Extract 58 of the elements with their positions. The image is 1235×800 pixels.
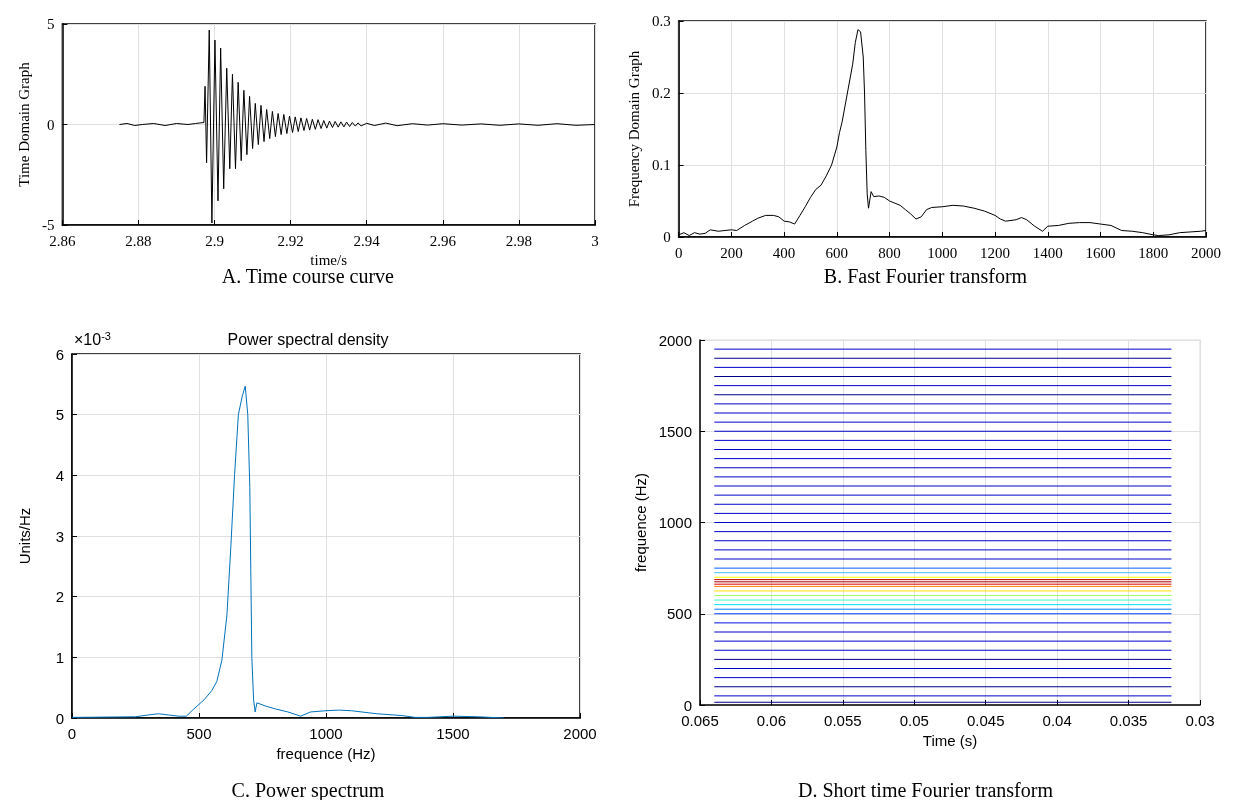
- y-tick-label: 6: [55, 345, 64, 363]
- x-tick-label: 0.03: [1185, 712, 1215, 729]
- x-tick-label: 2.96: [429, 232, 457, 249]
- y-tick-label: 500: [666, 605, 692, 623]
- x-tick-label: 2.98: [505, 232, 533, 249]
- line-series: [71, 385, 505, 719]
- y-axis-title: Time Domain Graph: [15, 61, 32, 187]
- x-tick-label: 2000: [563, 725, 597, 742]
- x-tick-label: 800: [878, 244, 901, 261]
- y-tick-label: 1: [55, 648, 64, 666]
- x-axis-title: Time (s): [922, 731, 978, 749]
- y-tick-label: 2: [55, 588, 64, 606]
- x-tick-label: 0.06: [756, 712, 787, 729]
- y-tick-label: 0: [46, 116, 55, 133]
- y-tick-label: 0.2: [651, 85, 671, 101]
- x-axis-title: frequence (Hz): [276, 744, 376, 762]
- y-tick-label: 0.1: [651, 157, 671, 173]
- text: D. Short time Fourier transform: [798, 779, 1054, 800]
- x-tick-label: 1500: [436, 725, 470, 742]
- x-tick-label: 0.055: [824, 712, 862, 729]
- x-tick-label: 0.04: [1042, 712, 1072, 729]
- y-axis-title: frequence (Hz): [631, 472, 649, 573]
- x-tick-label: 2.92: [277, 232, 304, 249]
- y-tick-label: 1000: [658, 514, 692, 531]
- x-tick-label: 2000: [1191, 244, 1221, 261]
- text: B. Fast Fourier transform: [823, 265, 1028, 287]
- x-tick-label: 0.05: [899, 712, 929, 729]
- x-tick-label: 2.9: [205, 232, 224, 249]
- x-tick-label: 0.065: [681, 712, 719, 729]
- x-tick-label: 3: [591, 232, 599, 249]
- y-axis-title: Units/Hz: [16, 507, 33, 565]
- y-tick-label: -5: [41, 217, 55, 233]
- chart-title: Power spectral density: [227, 330, 389, 348]
- y-axis-title: Frequency Domain Graph: [625, 50, 642, 208]
- x-tick-label: 200: [720, 244, 743, 261]
- x-tick-label: 1800: [1138, 244, 1169, 261]
- x-tick-label: 1200: [980, 244, 1011, 261]
- y-tick-label: 0.3: [651, 13, 671, 29]
- x-tick-label: 500: [186, 725, 212, 742]
- x-tick-label: 400: [772, 244, 796, 261]
- y-tick-label: 1500: [658, 422, 692, 440]
- x-tick-label: 600: [825, 244, 849, 261]
- y-tick-label: 3: [55, 527, 64, 545]
- x-tick-label: 2.94: [353, 232, 381, 249]
- x-tick-label: 0: [67, 725, 77, 742]
- y-tick-label: 5: [55, 406, 64, 424]
- x-tick-label: 1000: [309, 725, 343, 742]
- x-tick-label: 1600: [1085, 244, 1116, 261]
- x-tick-label: 2.88: [125, 232, 152, 249]
- y-tick-label: 4: [55, 466, 64, 484]
- y-tick-label: 0: [683, 696, 692, 714]
- x-tick-label: 2.86: [49, 232, 77, 249]
- x-tick-label: 0.045: [966, 712, 1005, 729]
- x-tick-label: 0.035: [1109, 712, 1148, 729]
- y-tick-label: 5: [46, 16, 55, 32]
- x-tick-label: 1000: [927, 244, 958, 261]
- x-tick-label: 1400: [1032, 244, 1063, 261]
- y-tick-label: 2000: [658, 331, 692, 349]
